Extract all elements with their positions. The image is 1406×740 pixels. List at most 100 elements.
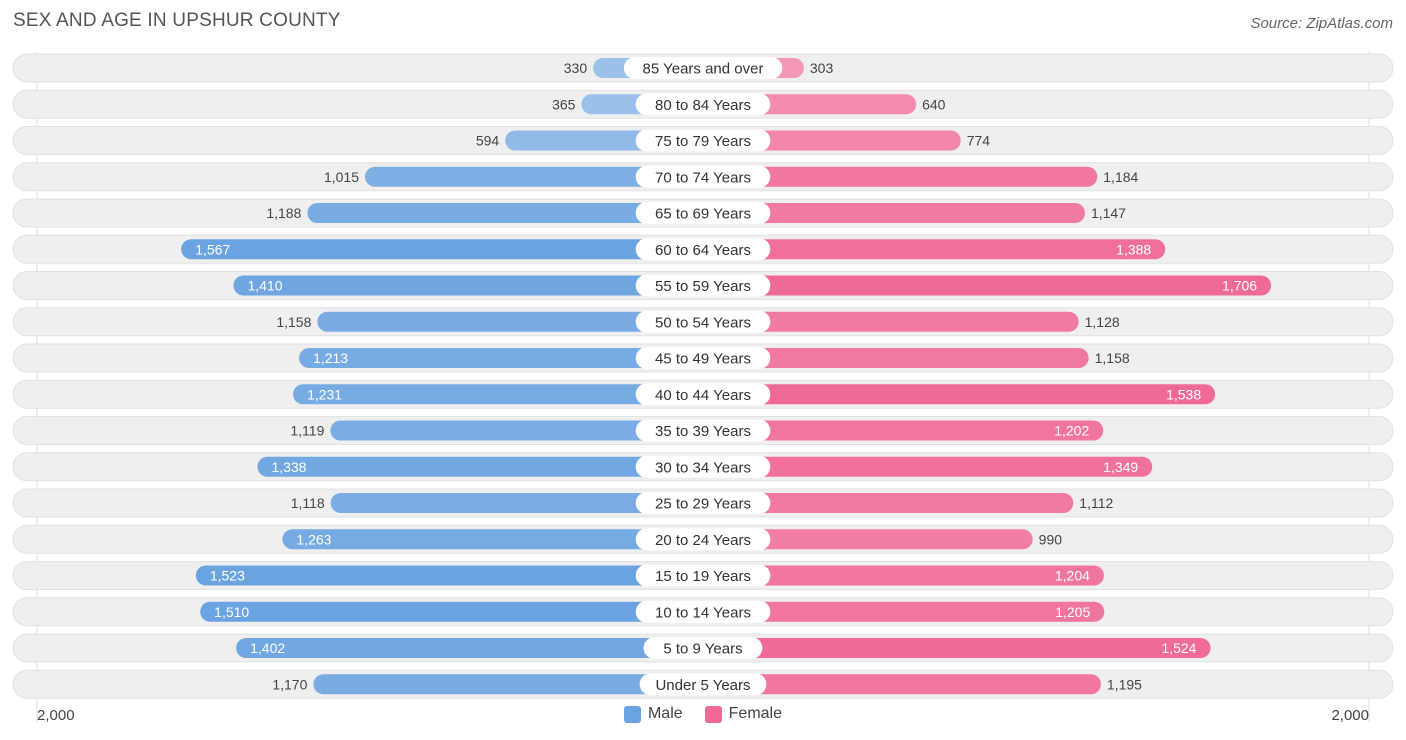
category-pill xyxy=(635,165,771,188)
category-pill xyxy=(635,274,771,297)
male-bar xyxy=(313,674,703,695)
category-label: 70 to 74 Years xyxy=(655,169,751,186)
female-bar xyxy=(703,311,1079,332)
male-value-label: 1,015 xyxy=(324,169,359,185)
female-bar xyxy=(703,420,1104,441)
male-value-label: 1,213 xyxy=(313,350,348,366)
female-value-label: 1,158 xyxy=(1095,350,1130,366)
male-bar xyxy=(293,384,703,405)
female-value-label: 990 xyxy=(1039,531,1063,547)
category-label: 55 to 59 Years xyxy=(655,278,751,295)
male-value-label: 1,263 xyxy=(296,531,331,547)
category-pill xyxy=(635,129,771,152)
female-value-label: 1,388 xyxy=(1116,241,1151,257)
female-bar xyxy=(703,601,1105,622)
male-value-label: 1,158 xyxy=(276,314,311,330)
category-label: 65 to 69 Years xyxy=(655,206,751,223)
female-value-label: 1,184 xyxy=(1103,169,1138,185)
category-pill xyxy=(635,455,771,478)
category-pill xyxy=(635,347,771,369)
female-bar xyxy=(703,203,1085,223)
female-bar xyxy=(703,638,1211,658)
legend-item-female[interactable]: Female xyxy=(704,705,783,723)
female-value-label: 1,147 xyxy=(1091,205,1126,221)
legend-item-male[interactable]: Male xyxy=(623,705,683,723)
female-bar xyxy=(703,348,1089,368)
female-value-label: 1,195 xyxy=(1107,676,1142,692)
category-label: 5 to 9 Years xyxy=(663,641,742,658)
male-bar xyxy=(299,348,703,368)
category-pill xyxy=(635,93,771,116)
male-bar xyxy=(330,493,703,513)
male-value-label: 1,170 xyxy=(272,676,307,692)
category-label: 15 to 19 Years xyxy=(655,568,751,585)
category-pill xyxy=(635,383,771,406)
category-pill xyxy=(635,600,771,623)
category-label: 10 to 14 Years xyxy=(655,604,751,621)
male-bar xyxy=(195,565,703,586)
category-label: 30 to 34 Years xyxy=(655,459,751,476)
female-value-label: 1,202 xyxy=(1054,423,1089,439)
category-label: 50 to 54 Years xyxy=(655,314,751,331)
male-swatch xyxy=(623,705,641,723)
category-label: 80 to 84 Years xyxy=(655,97,751,114)
category-label: 60 to 64 Years xyxy=(655,242,751,259)
axis-right-max-label: 2,000 xyxy=(1331,707,1369,724)
male-value-label: 330 xyxy=(564,60,588,76)
female-value-label: 1,205 xyxy=(1055,604,1090,620)
category-pill xyxy=(635,310,771,333)
category-label: 75 to 79 Years xyxy=(655,133,751,150)
male-bar xyxy=(330,420,703,441)
male-value-label: 1,118 xyxy=(291,495,325,511)
female-bar xyxy=(703,239,1166,260)
legend-male-label: Male xyxy=(647,705,683,722)
male-value-label: 1,567 xyxy=(195,241,230,257)
male-bar xyxy=(317,311,703,332)
female-value-label: 1,706 xyxy=(1222,278,1257,294)
female-value-label: 1,128 xyxy=(1085,314,1120,330)
category-pill xyxy=(639,673,767,696)
category-label: 25 to 29 Years xyxy=(655,496,751,513)
female-bar xyxy=(703,166,1098,187)
male-value-label: 594 xyxy=(476,133,500,149)
category-label: 20 to 24 Years xyxy=(655,532,751,549)
category-label: 35 to 39 Years xyxy=(655,423,751,440)
male-bar xyxy=(233,275,703,296)
category-pill xyxy=(623,57,783,79)
male-value-label: 1,510 xyxy=(214,604,249,620)
category-label: Under 5 Years xyxy=(655,677,750,694)
male-value-label: 1,523 xyxy=(210,568,245,584)
male-bar xyxy=(200,601,704,622)
female-bar xyxy=(703,384,1216,405)
category-label: 45 to 49 Years xyxy=(655,351,751,368)
male-value-label: 1,119 xyxy=(290,423,324,439)
source-note: Source: ZipAtlas.com xyxy=(1250,15,1393,32)
category-pill xyxy=(635,238,771,261)
female-bar xyxy=(703,456,1153,477)
female-bar xyxy=(703,275,1272,296)
male-bar xyxy=(257,456,703,477)
male-bar xyxy=(236,638,703,658)
category-label: 40 to 44 Years xyxy=(655,387,751,404)
female-swatch xyxy=(704,705,722,723)
axis-left-max-label: 2,000 xyxy=(37,707,75,724)
male-bar xyxy=(282,529,703,550)
female-value-label: 1,349 xyxy=(1103,459,1138,475)
male-bar xyxy=(307,203,703,223)
category-pill xyxy=(635,564,771,587)
category-pill xyxy=(635,202,771,224)
female-bar xyxy=(703,565,1104,586)
legend-female-label: Female xyxy=(728,705,783,722)
female-bar xyxy=(703,493,1074,513)
male-value-label: 1,338 xyxy=(271,459,306,475)
category-pill xyxy=(635,528,771,551)
female-value-label: 1,524 xyxy=(1161,640,1196,656)
female-value-label: 1,538 xyxy=(1166,386,1201,402)
category-pill xyxy=(643,637,763,659)
male-bar xyxy=(365,166,703,187)
category-pill xyxy=(635,492,771,514)
legend: Male Female xyxy=(0,705,1406,723)
male-value-label: 365 xyxy=(552,96,576,112)
female-value-label: 640 xyxy=(922,96,946,112)
